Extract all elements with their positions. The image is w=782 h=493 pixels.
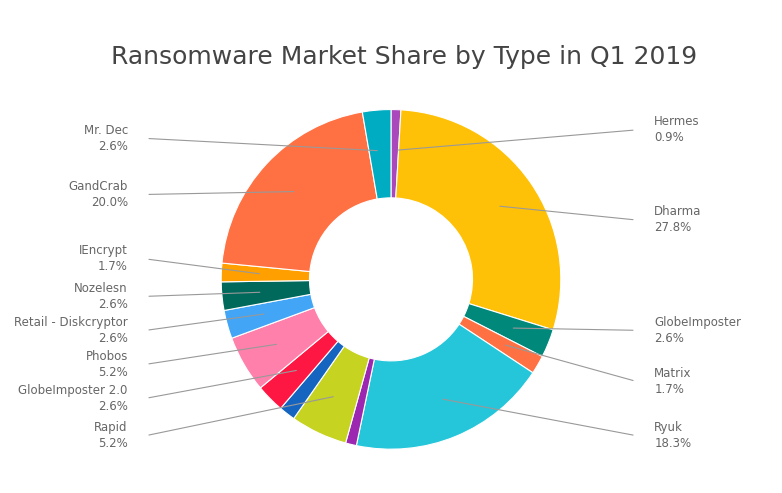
Wedge shape xyxy=(357,324,533,449)
Text: GlobeImposter 2.0
2.6%: GlobeImposter 2.0 2.6% xyxy=(19,384,127,413)
Wedge shape xyxy=(224,294,314,338)
Wedge shape xyxy=(391,109,401,198)
Wedge shape xyxy=(281,341,344,419)
Wedge shape xyxy=(221,263,310,282)
Wedge shape xyxy=(459,317,542,373)
Wedge shape xyxy=(221,281,311,311)
Wedge shape xyxy=(231,308,328,388)
Wedge shape xyxy=(396,110,561,330)
Wedge shape xyxy=(222,112,377,272)
Text: Mr. Dec
2.6%: Mr. Dec 2.6% xyxy=(84,124,127,153)
Text: Ryuk
18.3%: Ryuk 18.3% xyxy=(655,421,691,450)
Text: GlobeImposter
2.6%: GlobeImposter 2.6% xyxy=(655,316,741,345)
Wedge shape xyxy=(346,358,375,446)
Text: IEncrypt
1.7%: IEncrypt 1.7% xyxy=(79,245,127,274)
Text: Ransomware Market Share by Type in Q1 2019: Ransomware Market Share by Type in Q1 20… xyxy=(111,45,697,69)
Text: Phobos
5.2%: Phobos 5.2% xyxy=(85,350,127,379)
Text: Hermes
0.9%: Hermes 0.9% xyxy=(655,115,700,144)
Text: Rapid
5.2%: Rapid 5.2% xyxy=(95,421,127,450)
Text: GandCrab
20.0%: GandCrab 20.0% xyxy=(68,180,127,209)
Wedge shape xyxy=(464,304,553,356)
Text: Nozelesn
2.6%: Nozelesn 2.6% xyxy=(74,282,127,311)
Wedge shape xyxy=(294,346,369,443)
Text: Dharma
27.8%: Dharma 27.8% xyxy=(655,206,701,235)
Text: Matrix
1.7%: Matrix 1.7% xyxy=(655,367,692,396)
Wedge shape xyxy=(260,331,338,408)
Text: Retail - Diskcryptor
2.6%: Retail - Diskcryptor 2.6% xyxy=(14,316,127,345)
Wedge shape xyxy=(362,109,391,199)
